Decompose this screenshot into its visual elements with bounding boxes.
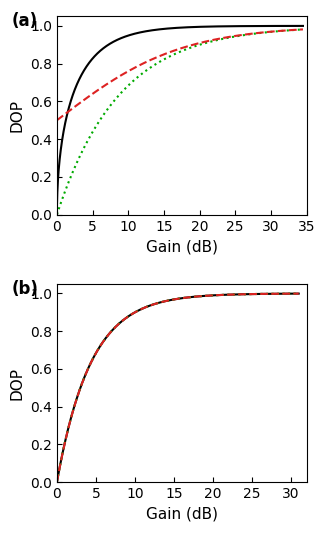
X-axis label: Gain (dB): Gain (dB) [146, 239, 218, 254]
Text: (a): (a) [12, 13, 38, 31]
Text: (b): (b) [12, 280, 39, 298]
Y-axis label: DOP: DOP [9, 99, 24, 132]
X-axis label: Gain (dB): Gain (dB) [146, 507, 218, 522]
Y-axis label: DOP: DOP [9, 367, 24, 399]
